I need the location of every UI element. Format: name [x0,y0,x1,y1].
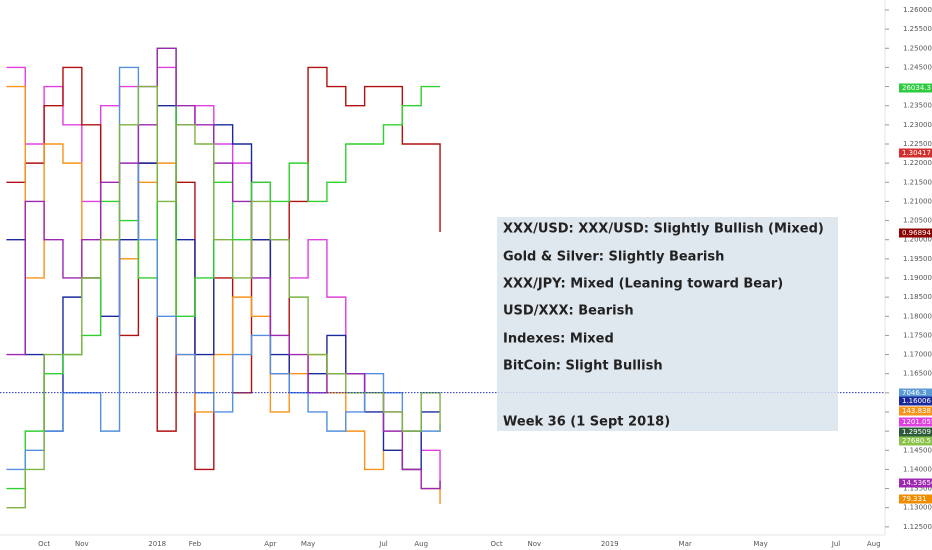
y-tick-label: 1.25500 [903,25,932,33]
y-tick-label: 1.23500 [903,102,932,110]
y-tick-label: 1.14000 [903,465,932,473]
price-tag-label: 143.838 [902,407,931,415]
x-tick-label: Nov [527,540,541,548]
price-tag-label: 27680.5 [902,437,931,445]
y-tick-label: 1.12500 [903,523,932,531]
annotation-text: Indexes: Mixed [503,332,614,347]
price-tag [899,228,932,238]
y-tick-label: 1.26000 [903,6,932,14]
y-tick-label: 1.20000 [903,236,932,244]
price-tag-label: 1.16006 [902,397,931,405]
y-tick-label: 1.19500 [903,255,932,263]
x-tick-label: 2019 [601,540,619,548]
price-tag [899,417,932,427]
y-tick-label: 1.22000 [903,159,932,167]
x-tick-label: Oct [491,540,503,548]
y-tick-label: 1.17500 [903,331,932,339]
price-tag-label: 1.30417 [902,149,931,157]
x-tick-label: Feb [189,540,202,548]
x-tick-label: Jul [831,540,841,548]
price-tag [899,494,932,504]
price-tag-label: 1201.055 [902,418,932,426]
x-tick-label: Oct [38,540,50,548]
annotation-text: XXX/USD: XXX/USD: Slightly Bullish (Mixe… [503,222,824,237]
y-tick-label: 1.21000 [903,197,932,205]
price-tag-label: 26034.3 [902,84,931,92]
y-tick-label: 1.24500 [903,63,932,71]
x-tick-label: Aug [867,540,881,548]
annotation-box [497,217,838,431]
y-tick-label: 1.20500 [903,217,932,225]
price-tag [899,478,932,488]
price-tag-label: 79.331 [902,495,927,503]
x-tick-label: 2018 [148,540,166,548]
price-tag [899,388,932,398]
x-tick-label: May [301,540,315,548]
y-tick-label: 1.14500 [903,446,932,454]
price-tag-label: 0.96894 [902,229,931,237]
price-tag [899,427,932,437]
x-tick-label: Jul [378,540,388,548]
y-tick-label: 1.16500 [903,370,932,378]
y-tick-label: 1.22500 [903,140,932,148]
annotation-text: USD/XXX: Bearish [503,304,634,319]
price-tag [899,436,932,446]
x-tick-label: May [753,540,767,548]
price-tag [899,83,932,93]
y-tick-label: 1.25000 [903,44,932,52]
price-tag-label: 14.53650 [902,479,932,487]
price-tag-label: 7046.3 [902,389,927,397]
x-tick-label: Apr [264,540,276,548]
x-tick-label: Aug [414,540,428,548]
y-tick-label: 1.18000 [903,312,932,320]
price-tag [899,396,932,406]
step-line [6,85,441,509]
annotation-text: Gold & Silver: Slightly Bearish [503,250,724,265]
y-tick-label: 1.13500 [903,485,932,493]
y-tick-label: 1.17000 [903,351,932,359]
price-tag-label: 1.29509 [902,428,931,436]
x-tick-label: Nov [75,540,89,548]
y-tick-label: 1.18500 [903,293,932,301]
annotation-text: BitCoin: Slight Bullish [503,359,663,374]
y-tick-label: 1.21500 [903,178,932,186]
price-tag [899,148,932,158]
price-tag [899,406,932,416]
week-label: Week 36 (1 Sept 2018) [503,415,670,430]
y-tick-label: 1.19000 [903,274,932,282]
y-tick-label: 1.13000 [903,504,932,512]
x-tick-label: Mar [679,540,692,548]
y-tick-label: 1.23000 [903,121,932,129]
annotation-text: XXX/JPY: Mixed (Leaning toward Bear) [503,277,783,292]
